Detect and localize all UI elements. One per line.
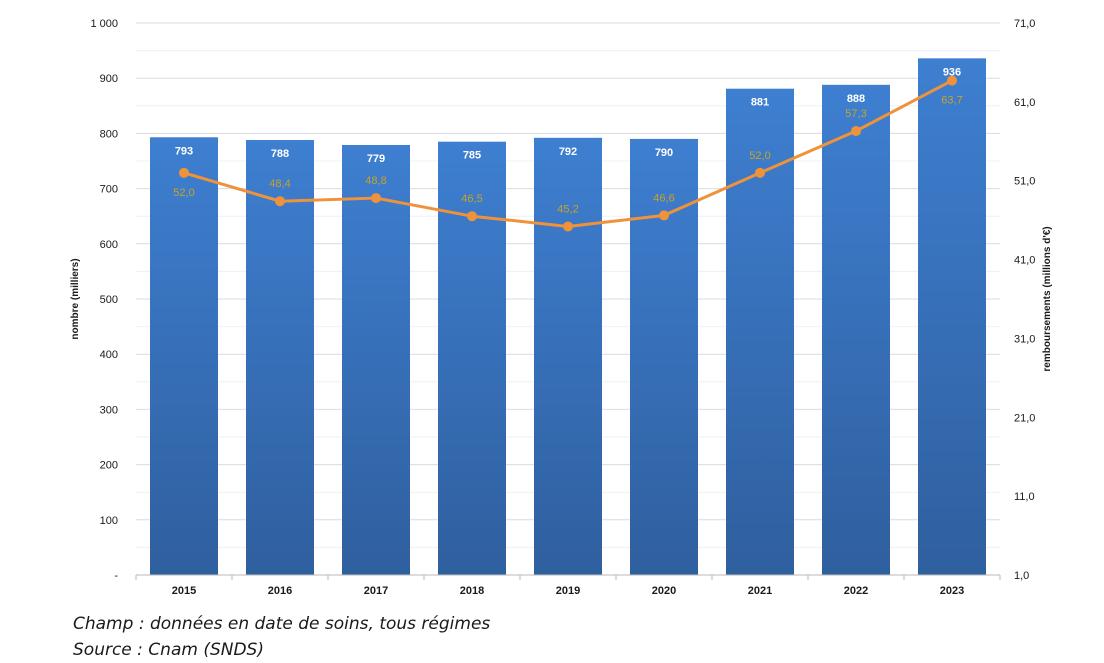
line-series xyxy=(179,75,957,232)
bar-value-label: 788 xyxy=(271,148,289,160)
x-tick-label: 2020 xyxy=(652,585,676,597)
y-tick-label: 700 xyxy=(100,184,118,196)
y-tick-label: 900 xyxy=(100,73,118,85)
y-axis-title: nombre (milliers) xyxy=(70,258,81,339)
line-value-label: 52,0 xyxy=(173,187,194,199)
line-value-label: 46,5 xyxy=(461,193,482,205)
line-value-label: 46,6 xyxy=(653,192,674,204)
bar-value-label: 779 xyxy=(367,153,385,165)
line-point-2021 xyxy=(755,167,765,178)
bar-value-label: 888 xyxy=(847,93,865,105)
x-tick-label: 2017 xyxy=(364,585,388,597)
y2-tick-label: 11,0 xyxy=(1014,491,1035,503)
bar-value-label: 936 xyxy=(943,66,961,78)
bar-2017 xyxy=(342,144,410,575)
y2-tick-label: 31,0 xyxy=(1014,333,1035,345)
line-point-2015 xyxy=(179,167,189,178)
y-tick-label: 200 xyxy=(100,460,118,472)
x-tick-label: 2021 xyxy=(748,585,772,597)
x-tick-label: 2018 xyxy=(460,585,484,597)
line-point-2019 xyxy=(563,221,573,232)
y-tick-label: 800 xyxy=(100,128,118,140)
bar-2015 xyxy=(150,137,218,576)
bars xyxy=(150,58,986,576)
bar-value-label: 881 xyxy=(751,97,769,109)
x-tick-label: 2019 xyxy=(556,585,580,597)
line-point-2016 xyxy=(275,196,285,207)
x-tick-label: 2022 xyxy=(844,585,868,597)
note-champ: Champ : données en date de soins, tous r… xyxy=(73,614,491,634)
y2-tick-label: 61,0 xyxy=(1014,97,1035,109)
note-source: Source : Cnam (SNDS) xyxy=(73,640,264,660)
line-value-label: 48,8 xyxy=(365,175,386,187)
bar-2018 xyxy=(438,141,506,575)
line-value-label: 45,2 xyxy=(557,203,578,215)
line-point-2017 xyxy=(371,193,381,204)
bar-2019 xyxy=(534,137,602,576)
line-point-2018 xyxy=(467,211,477,222)
chart: 793 788 779 785 792 790 881 888 936 52,0 48,4 48,8 4… xyxy=(70,18,1053,597)
bar-value-label: 793 xyxy=(175,145,193,157)
line-point-2020 xyxy=(659,210,669,221)
bar-value-label: 792 xyxy=(559,146,577,158)
line-value-label: 52,0 xyxy=(749,150,770,162)
y-tick-label: 300 xyxy=(100,404,118,416)
y-tick-label: 600 xyxy=(100,239,118,251)
y-tick-label: 400 xyxy=(100,349,118,361)
y2-tick-label: 71,0 xyxy=(1014,18,1035,30)
line-value-label: 63,7 xyxy=(941,95,962,107)
bar-value-label: 785 xyxy=(463,150,481,162)
y-tick-label: - xyxy=(114,570,118,582)
line-point-2023 xyxy=(947,75,957,86)
bar-2023 xyxy=(918,58,986,575)
y2-axis-title: remboursements (millions d'€) xyxy=(1042,226,1053,371)
x-tick-label: 2016 xyxy=(268,585,292,597)
x-tick-label: 2023 xyxy=(940,585,964,597)
bar-value-label: 790 xyxy=(655,147,673,159)
bar-2016 xyxy=(246,140,314,576)
y-tick-label: 1 000 xyxy=(90,18,118,30)
data-labels: 793 788 779 785 792 790 881 888 936 52,0 48,4 48,8 4… xyxy=(173,66,962,215)
axes: - 100 200 300 400 500 600 700 800 900 1 000 1,0 11,0… xyxy=(90,18,1035,597)
y2-tick-label: 51,0 xyxy=(1014,176,1035,188)
y2-tick-label: 21,0 xyxy=(1014,412,1035,424)
x-tick-label: 2015 xyxy=(172,585,196,597)
bar-2022 xyxy=(822,84,890,575)
y2-tick-label: 41,0 xyxy=(1014,255,1035,267)
chart-notes: Champ : données en date de soins, tous r… xyxy=(73,611,490,663)
y-tick-label: 500 xyxy=(100,294,118,306)
line-value-label: 48,4 xyxy=(269,178,290,190)
y2-tick-label: 1,0 xyxy=(1014,570,1029,582)
line-value-label: 57,3 xyxy=(845,108,866,120)
line-point-2022 xyxy=(851,126,861,137)
y-tick-label: 100 xyxy=(100,515,118,527)
